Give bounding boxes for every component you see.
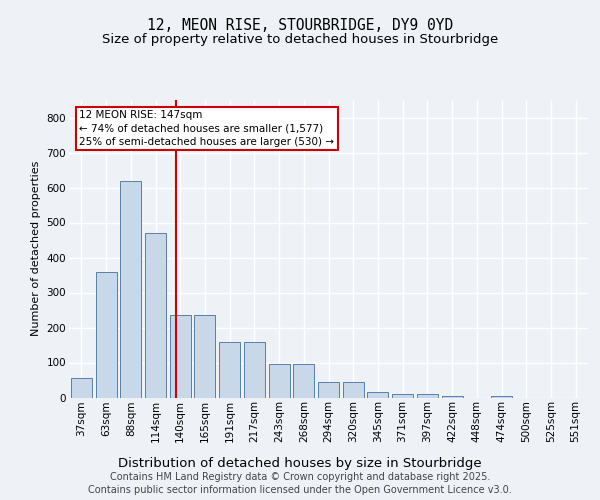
Text: Distribution of detached houses by size in Stourbridge: Distribution of detached houses by size … bbox=[118, 458, 482, 470]
Bar bbox=[269, 364, 290, 398]
Bar bbox=[120, 180, 141, 398]
Text: Size of property relative to detached houses in Stourbridge: Size of property relative to detached ho… bbox=[102, 32, 498, 46]
Bar bbox=[170, 316, 191, 398]
Text: 12, MEON RISE, STOURBRIDGE, DY9 0YD: 12, MEON RISE, STOURBRIDGE, DY9 0YD bbox=[147, 18, 453, 32]
Bar bbox=[194, 316, 215, 398]
Bar bbox=[293, 364, 314, 398]
Bar bbox=[318, 382, 339, 398]
Bar bbox=[145, 233, 166, 398]
Bar bbox=[367, 392, 388, 398]
Bar bbox=[392, 394, 413, 398]
Bar bbox=[417, 394, 438, 398]
Text: 12 MEON RISE: 147sqm
← 74% of detached houses are smaller (1,577)
25% of semi-de: 12 MEON RISE: 147sqm ← 74% of detached h… bbox=[79, 110, 334, 147]
Text: Contains HM Land Registry data © Crown copyright and database right 2025.
Contai: Contains HM Land Registry data © Crown c… bbox=[88, 472, 512, 495]
Bar bbox=[491, 396, 512, 398]
Bar bbox=[219, 342, 240, 398]
Y-axis label: Number of detached properties: Number of detached properties bbox=[31, 161, 41, 336]
Bar bbox=[343, 382, 364, 398]
Bar bbox=[442, 396, 463, 398]
Bar bbox=[95, 272, 116, 398]
Bar bbox=[244, 342, 265, 398]
Bar bbox=[71, 378, 92, 398]
